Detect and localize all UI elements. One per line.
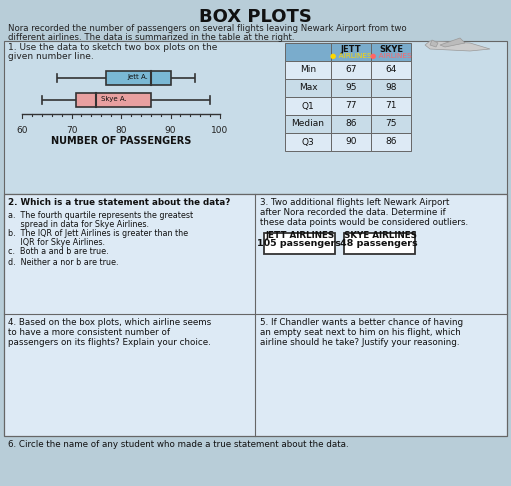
Text: 67: 67	[345, 66, 357, 74]
Text: 90: 90	[165, 126, 176, 135]
Bar	[285, 43, 331, 61]
Text: 2. Which is a true statement about the data?: 2. Which is a true statement about the d…	[8, 198, 230, 207]
Text: 77: 77	[345, 102, 357, 110]
Text: IQR for Skye Airlines.: IQR for Skye Airlines.	[8, 238, 105, 247]
Text: Q3: Q3	[301, 138, 314, 146]
Text: Max: Max	[299, 84, 317, 92]
Text: to have a more consistent number of: to have a more consistent number of	[8, 328, 170, 337]
Polygon shape	[430, 40, 438, 47]
Bar	[371, 79, 411, 97]
Text: given number line.: given number line.	[8, 52, 94, 61]
Bar	[371, 115, 411, 133]
Text: a.  The fourth quartile represents the greatest: a. The fourth quartile represents the gr…	[8, 211, 193, 220]
Text: 75: 75	[385, 120, 397, 128]
Bar	[371, 97, 411, 115]
Bar	[77, 93, 151, 107]
Text: 105 passengers: 105 passengers	[257, 240, 341, 248]
Bar	[285, 133, 331, 151]
Bar	[331, 43, 371, 61]
Text: Min: Min	[300, 66, 316, 74]
Text: 64: 64	[385, 66, 397, 74]
Bar	[331, 61, 371, 79]
Text: ● AIRLINES: ● AIRLINES	[370, 52, 412, 59]
Bar	[371, 43, 411, 61]
Text: Jett A.: Jett A.	[128, 74, 149, 80]
Text: 5. If Chandler wants a better chance of having: 5. If Chandler wants a better chance of …	[260, 318, 463, 327]
Text: 48 passengers: 48 passengers	[340, 240, 418, 248]
Bar	[285, 97, 331, 115]
Text: these data points would be considered outliers.: these data points would be considered ou…	[260, 218, 468, 227]
Bar	[331, 115, 371, 133]
Bar	[4, 194, 507, 436]
Text: d.  Neither a nor b are true.: d. Neither a nor b are true.	[8, 258, 119, 267]
Bar	[285, 61, 331, 79]
Text: 86: 86	[345, 120, 357, 128]
Text: 90: 90	[345, 138, 357, 146]
Text: 70: 70	[66, 126, 77, 135]
Bar	[331, 97, 371, 115]
Text: SKYE AIRLINES: SKYE AIRLINES	[343, 231, 416, 240]
FancyBboxPatch shape	[264, 233, 335, 255]
Polygon shape	[425, 41, 490, 51]
Polygon shape	[440, 38, 465, 47]
FancyBboxPatch shape	[343, 233, 414, 255]
Text: SKYE: SKYE	[379, 45, 403, 54]
Text: Q1: Q1	[301, 102, 314, 110]
Text: ● AIRLINES: ● AIRLINES	[330, 52, 372, 59]
Text: 60: 60	[16, 126, 28, 135]
Text: NUMBER OF PASSENGERS: NUMBER OF PASSENGERS	[51, 136, 191, 146]
Text: after Nora recorded the data. Determine if: after Nora recorded the data. Determine …	[260, 208, 446, 217]
Text: 98: 98	[385, 84, 397, 92]
FancyBboxPatch shape	[4, 41, 507, 194]
Text: 86: 86	[385, 138, 397, 146]
Text: passengers on its flights? Explain your choice.: passengers on its flights? Explain your …	[8, 338, 211, 347]
Bar	[331, 79, 371, 97]
Text: 6. Circle the name of any student who made a true statement about the data.: 6. Circle the name of any student who ma…	[8, 440, 349, 449]
Bar	[331, 133, 371, 151]
Bar	[285, 79, 331, 97]
Text: 4. Based on the box plots, which airline seems: 4. Based on the box plots, which airline…	[8, 318, 211, 327]
Text: airline should he take? Justify your reasoning.: airline should he take? Justify your rea…	[260, 338, 459, 347]
Text: JETT: JETT	[341, 45, 361, 54]
Text: 95: 95	[345, 84, 357, 92]
Text: JETT AIRLINES: JETT AIRLINES	[265, 231, 335, 240]
Text: b.  The IQR of Jett Airlines is greater than the: b. The IQR of Jett Airlines is greater t…	[8, 229, 188, 238]
Text: Skye A.: Skye A.	[101, 96, 126, 102]
Text: BOX PLOTS: BOX PLOTS	[199, 8, 311, 26]
Text: spread in data for Skye Airlines.: spread in data for Skye Airlines.	[8, 220, 149, 229]
Text: Median: Median	[291, 120, 324, 128]
Bar	[106, 71, 171, 85]
Text: 1. Use the data to sketch two box plots on the: 1. Use the data to sketch two box plots …	[8, 43, 217, 52]
Text: 71: 71	[385, 102, 397, 110]
Text: an empty seat next to him on his flight, which: an empty seat next to him on his flight,…	[260, 328, 461, 337]
Text: Nora recorded the number of passengers on several flights leaving Newark Airport: Nora recorded the number of passengers o…	[8, 24, 407, 33]
Text: 3. Two additional flights left Newark Airport: 3. Two additional flights left Newark Ai…	[260, 198, 449, 207]
Bar	[371, 61, 411, 79]
Text: c.  Both a and b are true.: c. Both a and b are true.	[8, 247, 109, 256]
Bar	[371, 133, 411, 151]
Text: 100: 100	[212, 126, 228, 135]
Text: 80: 80	[115, 126, 127, 135]
Bar	[285, 115, 331, 133]
Text: different airlines. The data is summarized in the table at the right.: different airlines. The data is summariz…	[8, 33, 294, 42]
